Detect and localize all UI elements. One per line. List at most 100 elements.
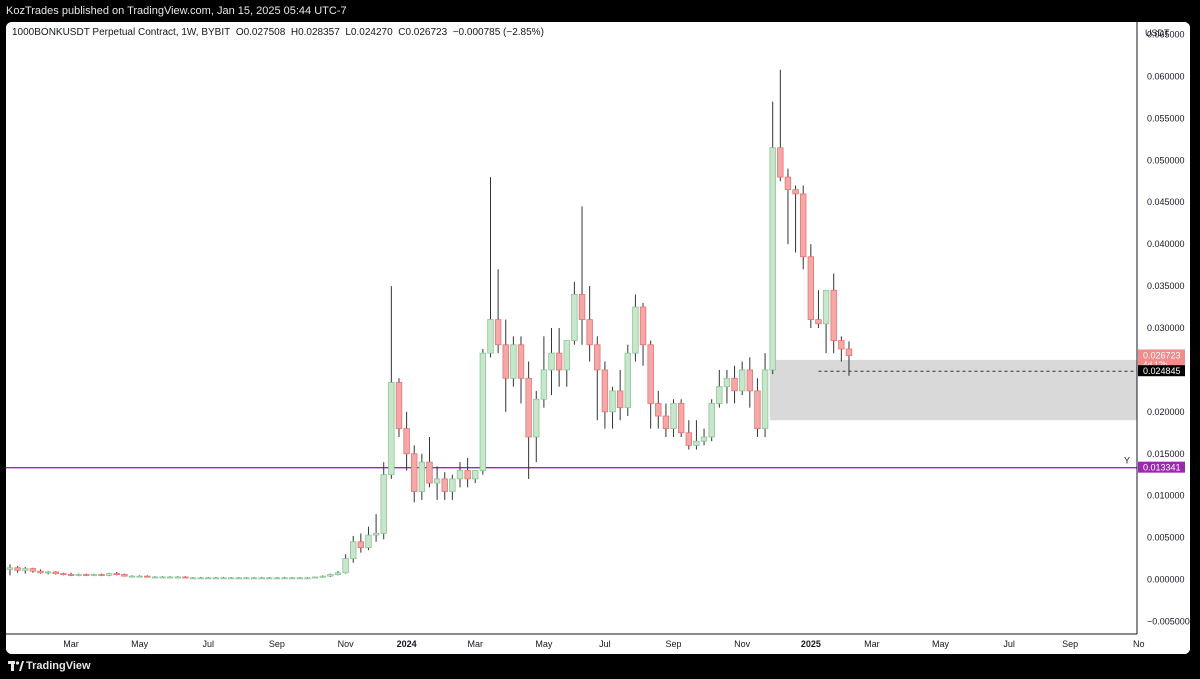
candle-up [548, 352, 555, 371]
candle-up [510, 344, 517, 379]
candle-up [380, 474, 387, 534]
candle-down [182, 576, 189, 579]
candle-down [784, 176, 792, 191]
chart-panel[interactable]: Y USDT −0.005000 0.000000 0.005000 0.010000 0.… [6, 22, 1190, 654]
candle-down [639, 306, 647, 346]
candle-down [14, 567, 21, 571]
candle-down [403, 428, 410, 455]
candle-up [571, 294, 578, 341]
candle-up [716, 386, 723, 404]
x-tick-label: May [131, 639, 149, 649]
candle-down [52, 571, 59, 575]
y-tick-label: 0.015000 [1147, 449, 1185, 459]
legend-change: −0.000785 (−2.85%) [452, 27, 544, 38]
dashed-level-badge-bg [1138, 365, 1185, 377]
symbol-legend: 1000BONKUSDT Perpetual Contract, 1W, BYB… [12, 27, 544, 38]
candlestick-chart[interactable]: Y USDT −0.005000 0.000000 0.005000 0.010000 0.… [6, 22, 1190, 654]
candle-up [151, 576, 159, 579]
candle-up [288, 577, 296, 580]
y-tick-label: 0.005000 [1147, 533, 1185, 543]
candle-down [555, 352, 563, 371]
y-tick-label: 0.020000 [1147, 407, 1185, 417]
x-tick-label: May [932, 639, 950, 649]
last-price-badge: 0.026723 [1143, 350, 1181, 360]
last-price-badge-bg [1138, 349, 1185, 370]
candle-up [632, 306, 639, 354]
candle-down [502, 344, 509, 379]
y-tick-label: 0.010000 [1147, 491, 1185, 501]
candle-up [266, 577, 273, 580]
candle-up [250, 577, 258, 580]
candle-up [433, 478, 441, 484]
candle-up [227, 577, 235, 580]
candle-up [174, 576, 181, 579]
candle-down [746, 369, 754, 392]
candle-up [273, 577, 281, 580]
candle-up [822, 289, 830, 325]
candle-down [662, 415, 670, 430]
y-tick-label: 0.035000 [1147, 281, 1185, 291]
y-tick-label: 0.055000 [1147, 113, 1185, 123]
candle-up [418, 461, 426, 492]
time-axis-background [6, 634, 1190, 654]
candle-up [75, 574, 82, 576]
candles-group [6, 69, 853, 580]
x-tick-label: Nov [734, 639, 751, 649]
support-line-badge-bg [1138, 461, 1185, 473]
candle-up [670, 403, 677, 430]
candle-down [815, 319, 822, 325]
y-tick-label: 0.000000 [1147, 575, 1185, 585]
x-tick-label: 2024 [397, 639, 417, 649]
x-tick-label: Nov [338, 639, 355, 649]
candle-up [44, 571, 52, 574]
candle-up [456, 470, 464, 480]
candle-up [700, 436, 708, 442]
candle-down [647, 344, 654, 404]
candle-down [800, 193, 807, 258]
candle-down [616, 390, 624, 409]
candle-down [578, 294, 586, 321]
candle-up [166, 576, 174, 579]
candle-up [311, 576, 319, 579]
candle-up [327, 574, 334, 577]
candle-up [487, 319, 494, 354]
candle-down [677, 403, 685, 434]
candle-up [738, 369, 746, 392]
candle-up [22, 568, 29, 571]
candle-down [464, 470, 471, 480]
candle-up [281, 577, 288, 580]
candle-down [601, 369, 609, 413]
candle-down [411, 453, 418, 492]
price-axis-background [1137, 22, 1190, 654]
x-tick-label: Jul [599, 639, 611, 649]
candle-down [67, 574, 75, 576]
candle-up [235, 577, 243, 580]
x-tick-label: Mar [63, 639, 79, 649]
candle-down [113, 573, 120, 576]
candle-up [624, 352, 631, 409]
candle-down [83, 574, 90, 576]
price-axis-unit: USDT [1145, 28, 1170, 38]
x-tick-label: 2025 [801, 639, 821, 649]
candle-down [29, 568, 37, 572]
x-tick-label: Sep [269, 639, 285, 649]
candle-up [723, 377, 731, 388]
candle-down [144, 575, 151, 578]
candle-up [769, 147, 776, 371]
candle-down [441, 478, 448, 492]
candle-down [426, 461, 433, 484]
candle-up [258, 577, 265, 580]
candle-down [60, 573, 67, 576]
y-tick-label: 0.030000 [1147, 323, 1185, 333]
footer-bar: TradingView [0, 654, 1200, 679]
y-tick-label: 0.050000 [1147, 155, 1185, 165]
x-tick-label: Jul [1003, 639, 1015, 649]
y-tick-label: 0.045000 [1147, 197, 1185, 207]
x-tick-label: Sep [666, 639, 682, 649]
candle-up [449, 478, 456, 492]
candle-up [350, 541, 357, 559]
candle-down [494, 319, 502, 346]
candle-up [128, 575, 136, 578]
candle-down [121, 574, 128, 577]
candle-up [304, 577, 311, 580]
